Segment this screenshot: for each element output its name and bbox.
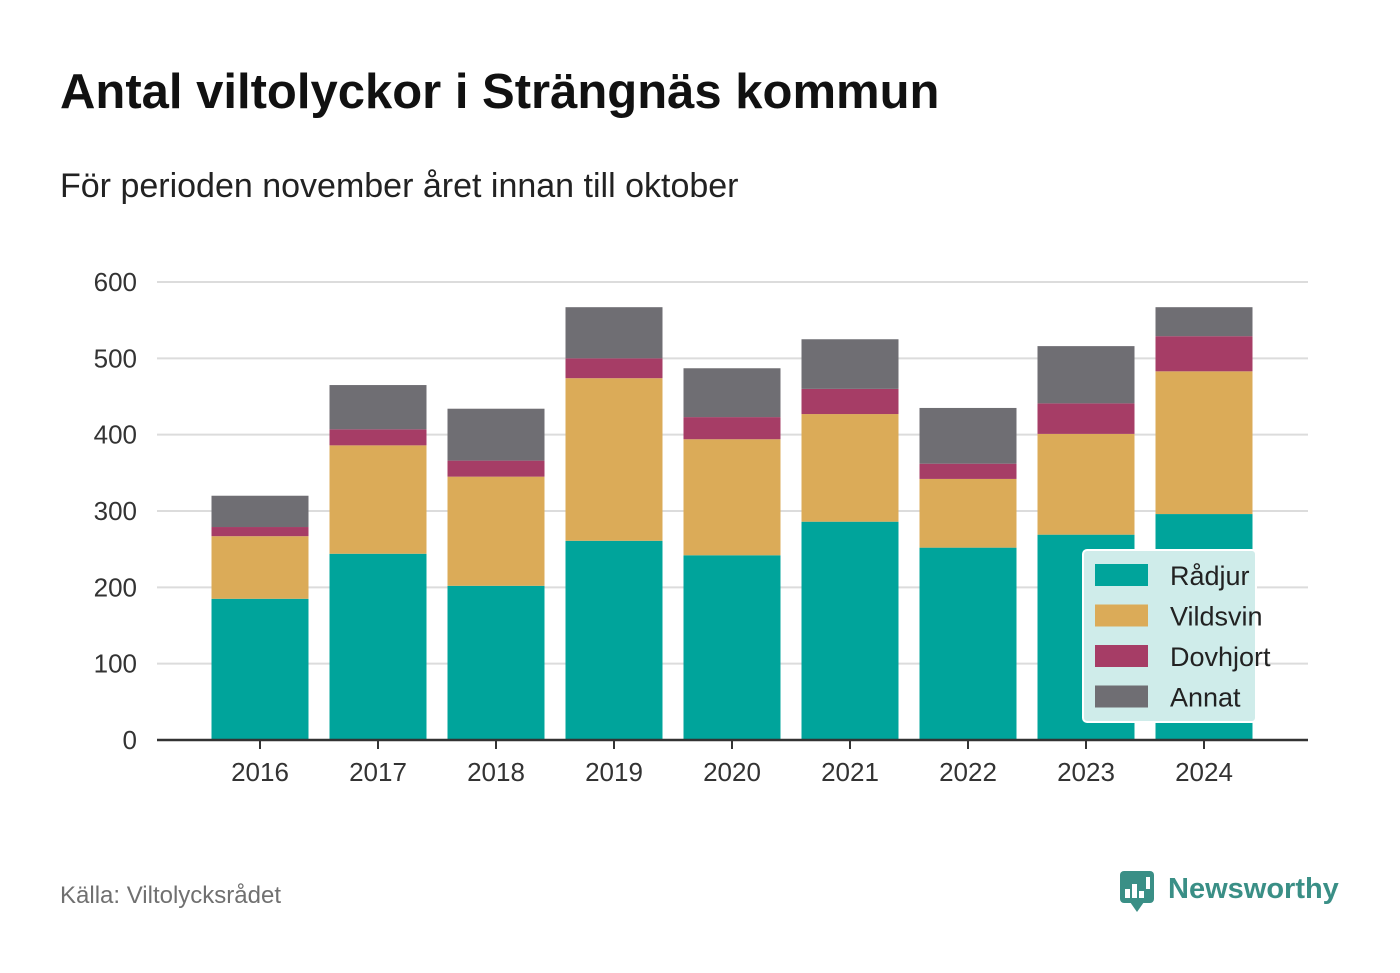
- bar-annat-2024: [1155, 307, 1253, 337]
- legend-label-vildsvin: Vildsvin: [1170, 602, 1263, 632]
- bar-radjur-2020: [683, 555, 781, 740]
- x-tick-label: 2023: [1057, 757, 1115, 787]
- bar-annat-2019: [565, 307, 663, 359]
- x-tick-label: 2019: [585, 757, 643, 787]
- logo-icon-bar: [1139, 891, 1144, 898]
- legend-swatch-vildsvin: [1095, 604, 1148, 627]
- x-tick-label: 2021: [821, 757, 879, 787]
- bar-radjur-2019: [565, 540, 663, 740]
- bar-dovhjort-2023: [1037, 403, 1135, 434]
- bar-radjur-2018: [447, 585, 545, 740]
- bar-dovhjort-2018: [447, 460, 545, 477]
- legend-swatch-annat: [1095, 685, 1148, 708]
- source-note: Källa: Viltolycksrådet: [60, 882, 281, 909]
- legend-swatch-dovhjort: [1095, 645, 1148, 667]
- bar-radjur-2017: [329, 553, 427, 740]
- newsworthy-logo: Newsworthy: [1120, 871, 1339, 912]
- bar-annat-2020: [683, 368, 781, 418]
- legend-label-annat: Annat: [1170, 683, 1241, 713]
- legend-swatch-radjur: [1095, 564, 1148, 586]
- bar-annat-2017: [329, 385, 427, 430]
- logo-icon-bar: [1132, 884, 1137, 898]
- bar-vildsvin-2021: [801, 414, 899, 522]
- y-tick-label: 500: [94, 343, 137, 373]
- y-tick-label: 0: [123, 725, 137, 755]
- y-tick-label: 200: [94, 572, 137, 602]
- chart-subtitle: För perioden november året innan till ok…: [60, 167, 739, 205]
- y-tick-label: 300: [94, 496, 137, 526]
- x-tick-label: 2017: [349, 757, 407, 787]
- legend: Rådjur Vildsvin Dovhjort Annat: [1082, 549, 1271, 723]
- bar-annat-2022: [919, 407, 1017, 464]
- logo-text: Newsworthy: [1168, 873, 1339, 905]
- newsworthy-logo-icon: [1120, 871, 1154, 912]
- x-tick-label: 2022: [939, 757, 997, 787]
- bar-annat-2021: [801, 339, 899, 389]
- logo-icon-bar: [1125, 889, 1130, 898]
- y-tick-label: 100: [94, 649, 137, 679]
- bar-dovhjort-2016: [211, 527, 309, 537]
- y-tick-label: 400: [94, 420, 137, 450]
- legend-label-radjur: Rådjur: [1170, 561, 1250, 591]
- bar-vildsvin-2019: [565, 378, 663, 541]
- axes: 0 100 200 300 400 500 600 2016 2017 2018 2019 2020 2…: [94, 267, 1308, 787]
- legend-box: [1082, 549, 1257, 723]
- y-tick-label: 600: [94, 267, 137, 297]
- bar-vildsvin-2022: [919, 478, 1017, 548]
- x-tick-label: 2024: [1175, 757, 1233, 787]
- bar-dovhjort-2024: [1155, 336, 1253, 372]
- chart-title: Antal viltolyckor i Strängnäs kommun: [60, 65, 939, 119]
- x-tick-label: 2016: [231, 757, 289, 787]
- bar-annat-2016: [211, 495, 309, 528]
- logo-icon-pointer: [1130, 902, 1144, 912]
- bar-vildsvin-2023: [1037, 433, 1135, 535]
- bar-vildsvin-2018: [447, 476, 545, 586]
- x-tick-label: 2018: [467, 757, 525, 787]
- bar-dovhjort-2019: [565, 358, 663, 379]
- bar-annat-2023: [1037, 346, 1135, 404]
- bars: [211, 307, 1253, 740]
- bar-dovhjort-2021: [801, 388, 899, 415]
- legend-label-dovhjort: Dovhjort: [1170, 642, 1271, 672]
- bar-radjur-2022: [919, 547, 1017, 740]
- bar-vildsvin-2016: [211, 536, 309, 599]
- bar-vildsvin-2020: [683, 439, 781, 556]
- bar-radjur-2021: [801, 521, 899, 740]
- bar-radjur-2016: [211, 598, 309, 740]
- x-tick-label: 2020: [703, 757, 761, 787]
- bar-dovhjort-2022: [919, 463, 1017, 479]
- bar-vildsvin-2017: [329, 445, 427, 554]
- bar-annat-2018: [447, 408, 545, 461]
- bar-vildsvin-2024: [1155, 371, 1253, 515]
- bar-dovhjort-2017: [329, 429, 427, 446]
- logo-icon-dot: [1146, 877, 1150, 889]
- bar-dovhjort-2020: [683, 417, 781, 440]
